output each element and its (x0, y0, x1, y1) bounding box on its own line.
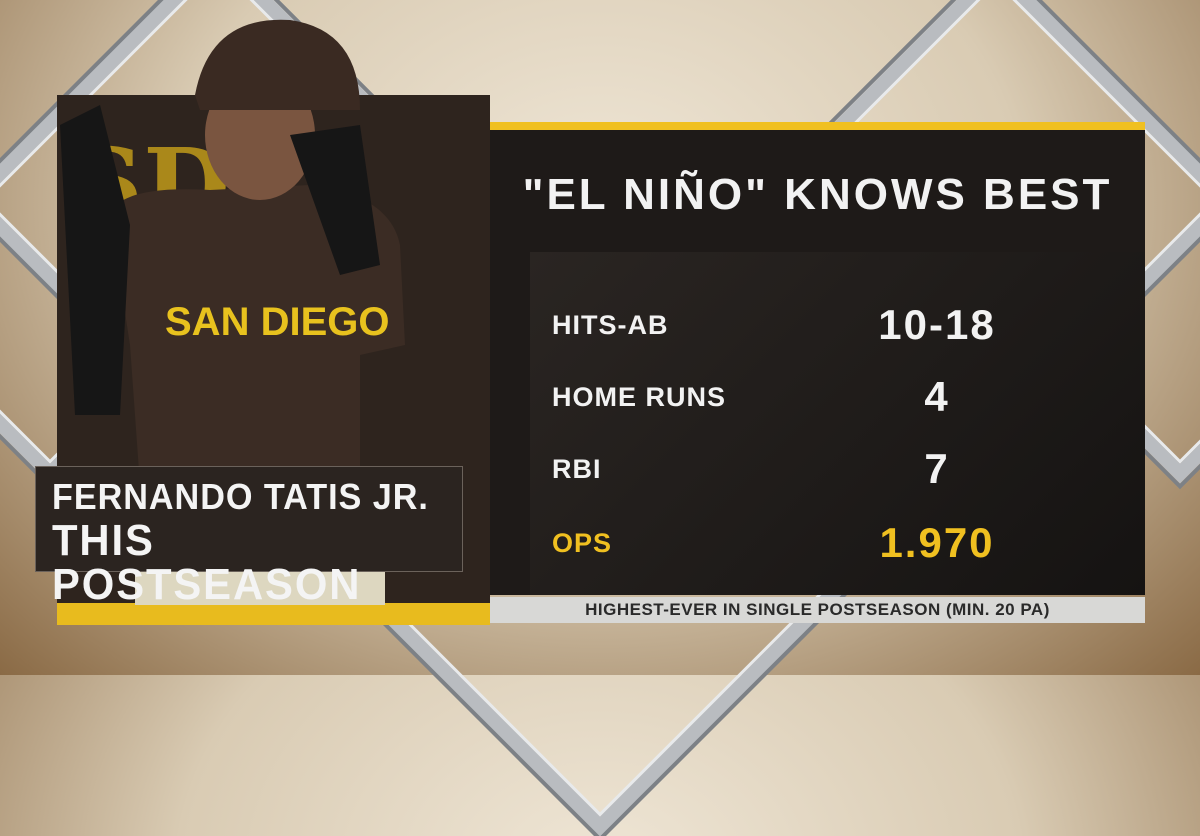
stat-value: 7 (924, 445, 950, 492)
stat-row-hits-ab: HITS-AB 10-18 (552, 300, 1112, 350)
player-subtitle: THIS POSTSEASON (52, 516, 362, 609)
stat-label: OPS (552, 527, 613, 558)
stat-value: 4 (924, 373, 950, 420)
stats-table: HITS-AB 10-18 HOME RUNS 4 RBI 7 OPS 1.97… (530, 252, 1145, 595)
stat-row-home-runs: HOME RUNS 4 (552, 372, 1112, 422)
stat-label: HOME RUNS (552, 381, 727, 412)
jersey-text: SAN DIEGO (165, 300, 389, 344)
stats-panel: "EL NIÑO" KNOWS BEST HITS-AB 10-18 HOME … (490, 122, 1145, 595)
stat-label: HITS-AB (552, 309, 669, 340)
stat-value: 10-18 (878, 301, 996, 348)
yellow-strip (57, 603, 490, 625)
stat-row-rbi: RBI 7 (552, 444, 1112, 494)
footnote-bar: HIGHEST-EVER IN SINGLE POSTSEASON (MIN. … (490, 597, 1145, 623)
player-name-box: FERNANDO TATIS JR. THIS POSTSEASON (35, 466, 463, 607)
stat-row-ops: OPS 1.970 (552, 518, 1112, 568)
graphic-title: "EL NIÑO" KNOWS BEST (522, 170, 1113, 219)
stat-value: 1.970 (879, 519, 995, 566)
player-name: FERNANDO TATIS JR. (52, 476, 429, 517)
stat-label: RBI (552, 453, 602, 484)
